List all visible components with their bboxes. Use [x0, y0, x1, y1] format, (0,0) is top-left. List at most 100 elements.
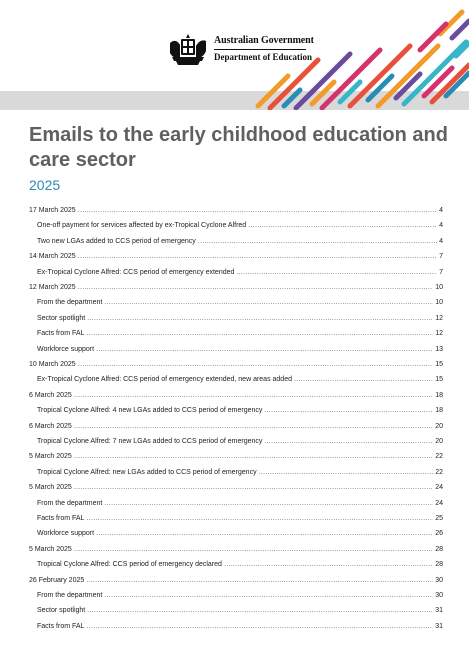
toc-dot-leader: [248, 220, 437, 231]
toc-entry[interactable]: Two new LGAs added to CCS period of emer…: [29, 236, 443, 247]
toc-entry-label: One-off payment for services affected by…: [37, 222, 247, 230]
toc-dot-leader: [104, 498, 433, 509]
logo-divider: [214, 49, 306, 50]
toc-entry-label: From the department: [37, 592, 103, 599]
stripe: [281, 87, 303, 109]
toc-entry[interactable]: Facts from FAL 12: [29, 328, 443, 339]
toc-dot-leader: [198, 236, 437, 247]
toc-entry[interactable]: 12 March 2025 10: [29, 282, 443, 293]
commonwealth-coat-of-arms-icon: [170, 34, 206, 65]
toc-entry-page: 30: [435, 592, 443, 599]
toc-entry-label: 10 March 2025: [29, 361, 76, 368]
toc-entry[interactable]: 5 March 2025 24: [29, 482, 443, 493]
toc-entry[interactable]: From the department 10: [29, 297, 443, 308]
stripe: [319, 47, 383, 110]
toc-entry[interactable]: Facts from FAL 31: [29, 621, 443, 632]
toc-entry-label: 26 February 2025: [29, 576, 85, 584]
toc-dot-leader: [87, 313, 433, 324]
toc-dot-leader: [86, 328, 433, 339]
toc-entry-page: 20: [435, 422, 443, 430]
toc-entry-page: 24: [435, 484, 443, 492]
year-heading: 2025: [29, 177, 61, 193]
toc-entry[interactable]: Sector spotlight 12: [29, 313, 443, 324]
toc-entry-label: 14 March 2025: [29, 253, 76, 261]
toc-dot-leader: [78, 205, 437, 216]
toc-dot-leader: [78, 251, 437, 262]
toc-entry-label: Tropical Cyclone Alfred: 4 new LGAs adde…: [37, 407, 263, 415]
toc-entry[interactable]: 5 March 2025 28: [29, 544, 443, 555]
toc-entry[interactable]: Tropical Cyclone Alfred: 4 new LGAs adde…: [29, 405, 443, 416]
toc-entry[interactable]: 6 March 2025 20: [29, 421, 443, 432]
toc-dot-leader: [86, 513, 433, 524]
stripe: [453, 40, 469, 59]
toc-entry[interactable]: 10 March 2025 15: [29, 359, 443, 370]
toc-dot-leader: [87, 605, 433, 616]
toc-entry-label: Facts from FAL: [37, 622, 85, 630]
toc-entry-page: 24: [435, 499, 443, 507]
toc-entry-label: Ex-Tropical Cyclone Alfred: CCS period o…: [37, 376, 292, 384]
toc-entry-label: Facts from FAL: [37, 515, 85, 522]
toc-entry[interactable]: Ex-Tropical Cyclone Alfred: CCS period o…: [29, 267, 443, 278]
toc-entry-page: 10: [435, 284, 443, 291]
toc-entry[interactable]: Tropical Cyclone Alfred: CCS period of e…: [29, 559, 443, 570]
toc-entry-label: Tropical Cyclone Alfred: CCS period of e…: [37, 561, 222, 569]
toc-dot-leader: [104, 590, 433, 601]
toc-entry[interactable]: 14 March 2025 7: [29, 251, 443, 262]
stripe: [421, 65, 455, 99]
toc-entry-label: 6 March 2025: [29, 391, 72, 399]
toc-entry[interactable]: 6 March 2025 18: [29, 390, 443, 401]
toc-entry-page: 4: [439, 222, 443, 230]
toc-entry[interactable]: Ex-Tropical Cyclone Alfred: CCS period o…: [29, 374, 443, 385]
toc-entry-label: 5 March 2025: [29, 453, 72, 461]
toc-entry-label: Facts from FAL: [37, 330, 85, 338]
toc-entry-label: Tropical Cyclone Alfred: 7 new LGAs adde…: [37, 438, 263, 445]
toc-entry-label: 12 March 2025: [29, 284, 76, 291]
toc-entry-label: 6 March 2025: [29, 422, 72, 430]
toc-entry-label: Workforce support: [37, 345, 95, 353]
stripe: [449, 18, 469, 41]
toc-entry[interactable]: Facts from FAL 25: [29, 513, 443, 524]
toc-entry-page: 10: [435, 299, 443, 307]
toc-dot-leader: [86, 575, 433, 586]
stripe: [293, 51, 353, 110]
toc-entry-page: 25: [435, 515, 443, 522]
toc-entry-page: 26: [435, 530, 443, 538]
toc-entry[interactable]: From the department 24: [29, 498, 443, 509]
stripe: [429, 62, 469, 105]
toc-dot-leader: [104, 297, 433, 308]
toc-entry[interactable]: From the department 30: [29, 590, 443, 601]
toc-dot-leader: [224, 559, 433, 570]
toc-dot-leader: [74, 544, 433, 555]
toc-entry[interactable]: Sector spotlight 31: [29, 605, 443, 616]
toc-entry[interactable]: Workforce support 26: [29, 528, 443, 539]
toc-entry-page: 12: [435, 330, 443, 338]
toc-dot-leader: [259, 467, 434, 478]
toc-dot-leader: [78, 359, 434, 370]
stripe: [443, 70, 469, 99]
toc-entry-page: 22: [435, 453, 443, 461]
toc-entry-page: 18: [435, 391, 443, 399]
toc-dot-leader: [96, 344, 433, 355]
toc-entry[interactable]: 17 March 2025 4: [29, 205, 443, 216]
toc-entry-label: 17 March 2025: [29, 207, 76, 214]
toc-entry-page: 15: [435, 376, 443, 384]
toc-dot-leader: [74, 451, 433, 462]
toc-entry[interactable]: One-off payment for services affected by…: [29, 220, 443, 231]
toc-dot-leader: [294, 374, 433, 385]
toc-entry[interactable]: 26 February 2025 30: [29, 575, 443, 586]
decorative-stripes: [255, 9, 469, 110]
toc-entry[interactable]: Workforce support 13: [29, 344, 443, 355]
stripe: [255, 73, 291, 109]
stripe: [365, 73, 395, 103]
toc-entry-label: 5 March 2025: [29, 484, 72, 492]
toc-entry[interactable]: Tropical Cyclone Alfred: 7 new LGAs adde…: [29, 436, 443, 447]
toc-dot-leader: [74, 390, 433, 401]
page-title: Emails to the early childhood education …: [29, 124, 448, 171]
toc-entry-page: 12: [435, 314, 443, 322]
toc-entry[interactable]: Tropical Cyclone Alfred: new LGAs added …: [29, 467, 443, 478]
toc-entry[interactable]: 5 March 2025 22: [29, 451, 443, 462]
stripe: [375, 43, 441, 109]
toc-dot-leader: [96, 528, 433, 539]
toc-dot-leader: [78, 282, 434, 293]
toc-dot-leader: [74, 421, 433, 432]
